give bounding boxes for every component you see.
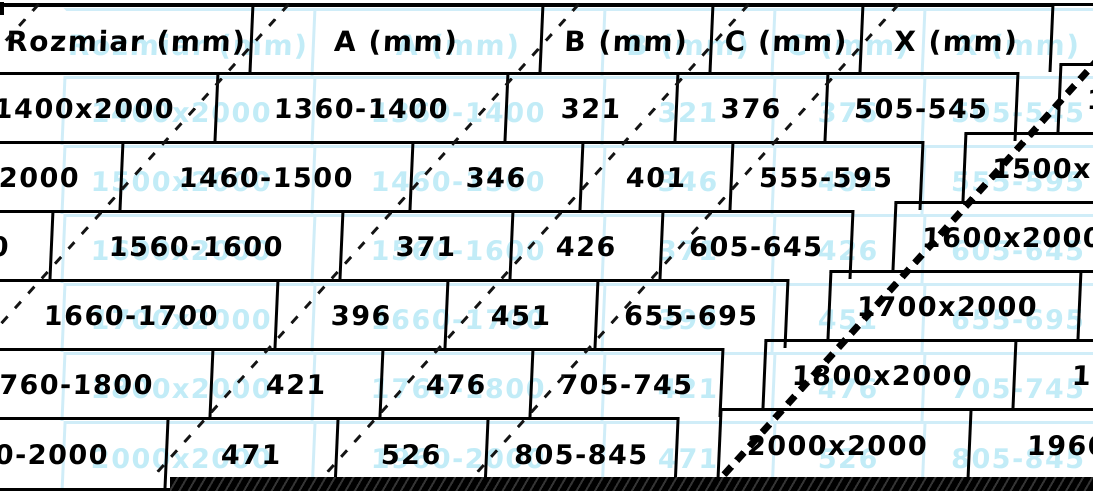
table-cell: 1760-1800 xyxy=(1014,342,1093,408)
table-cell: 1500x2000 xyxy=(0,144,125,210)
table-cell: 1700x2000 xyxy=(829,273,1083,339)
table-cell: 1760-1800 xyxy=(0,351,215,417)
table-cell: 396 xyxy=(276,282,450,348)
table-cell: 371 xyxy=(341,213,515,279)
table-cell: 1660-1700 xyxy=(0,282,280,348)
table-cell: 1800x2000 xyxy=(764,342,1018,408)
table-row-band: 1400x2000 1360-1400 321 376 505-545 1400x2000… xyxy=(0,63,1093,141)
table-cell: 426 xyxy=(511,213,665,279)
table-cell: 1460-1500 xyxy=(121,144,415,210)
table-cell: 1600x2000 xyxy=(0,213,55,279)
table-cell: 1600x2000 xyxy=(894,204,1093,270)
table-cell: 1400x2000 xyxy=(0,75,220,141)
header-cell: X (mm) xyxy=(861,7,1055,72)
table-cell: 605-645 xyxy=(661,213,855,279)
table-cell: 1660-1700 xyxy=(1079,273,1093,339)
bottom-black-bar xyxy=(170,477,1093,491)
header-cell: A (mm) xyxy=(251,7,545,72)
table-top-border xyxy=(0,3,1093,6)
table-row-band: 1700x20001660-1700396451655-6951700x2000… xyxy=(0,270,1093,348)
table-cell: 1960-2000 xyxy=(0,420,170,488)
table-cell: 2000x2000 xyxy=(719,411,973,479)
table-corner-stub xyxy=(0,2,4,15)
table-row-band: 1500x2000 1460-1500 346 401 555-595 1500x2000… xyxy=(0,132,1093,210)
table-cell: 655-695 xyxy=(596,282,790,348)
table-cell: 705-745 xyxy=(531,351,725,417)
table-cell: 1560-1600 xyxy=(51,213,345,279)
header-cell: Rozmiar (mm) xyxy=(1,7,255,72)
table-cell: 1960-2000 xyxy=(969,411,1093,479)
table-cell: 401 xyxy=(581,144,735,210)
table-cell: 346 xyxy=(411,144,585,210)
